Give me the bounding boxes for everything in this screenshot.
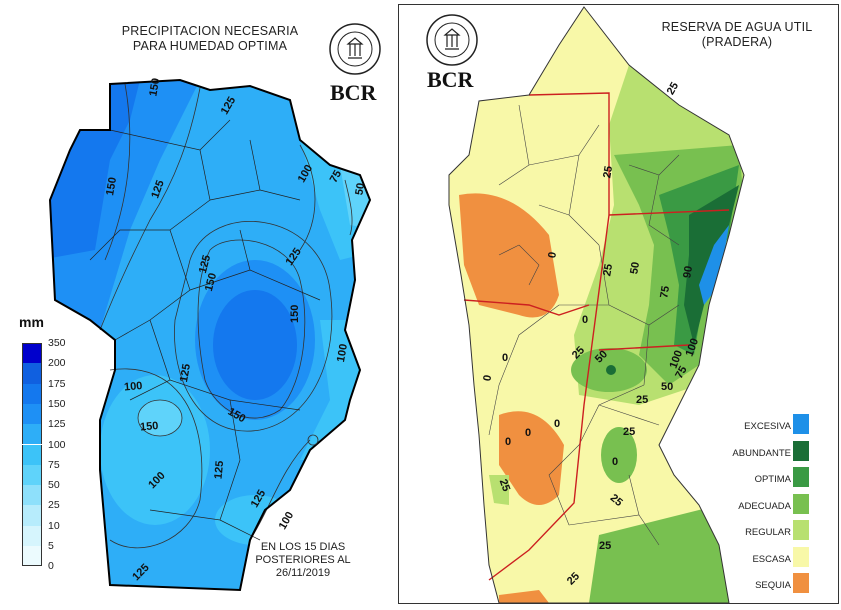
legend-swatch	[22, 525, 42, 546]
right-isoline-label: 0	[481, 374, 494, 382]
legend-tick-label: 5	[48, 540, 54, 552]
note-line1: EN LOS 15 DIAS	[260, 541, 346, 553]
legend-tick-label: 0	[48, 560, 54, 573]
legend-category-label: ABUNDANTE	[732, 447, 791, 459]
legend-tick-label: 200	[48, 357, 66, 370]
left-isoline-label: 150	[104, 176, 119, 196]
right-isoline-label: 0	[546, 251, 559, 259]
legend-category-label: ESCASA	[752, 553, 791, 565]
left-title-line2: PARA HUMEDAD OPTIMA	[132, 39, 288, 53]
left-map-title: PRECIPITACION NECESARIA PARA HUMEDAD OPT…	[80, 24, 340, 54]
forecast-note: EN LOS 15 DIAS POSTERIORES AL 26/11/2019	[238, 541, 368, 580]
bcr-seal-icon	[426, 14, 478, 66]
legend-swatch	[22, 505, 42, 526]
right-isoline-label: 75	[658, 285, 672, 299]
legend-swatch	[22, 546, 42, 567]
right-isoline-label: 25	[636, 394, 648, 406]
legend-category-swatch	[793, 440, 809, 461]
legend-category-swatch	[793, 546, 809, 567]
legend-tick-label: 350	[48, 337, 66, 349]
legend-category-label: EXCESIVA	[744, 421, 791, 432]
right-isoline-label: 0	[554, 418, 560, 430]
legend-category-swatch	[793, 573, 809, 593]
left-isoline-label: 125	[178, 363, 193, 383]
right-bcr-logo: BCR	[427, 67, 474, 92]
right-isoline-label: 100	[668, 349, 686, 370]
left-isoline-label: 150	[147, 77, 162, 97]
legend-category-label: OPTIMA	[754, 474, 791, 485]
right-title-line2: (PRADERA)	[701, 35, 773, 49]
right-isoline-label: 100	[684, 337, 702, 358]
legend-swatch	[22, 424, 42, 445]
note-line3: 26/11/2019	[275, 567, 331, 579]
legend-tick-label: 10	[48, 519, 60, 532]
legend-swatch	[22, 444, 42, 465]
legend-tick-label: 150	[48, 397, 66, 410]
left-title-line1: PRECIPITACION NECESARIA	[121, 24, 299, 38]
legend-category-swatch	[793, 414, 809, 434]
legend-tick-label: 125	[48, 418, 66, 431]
legend-swatch	[22, 363, 42, 384]
legend-category-label: REGULAR	[745, 527, 791, 538]
legend-category-label: ADECUADA	[738, 500, 791, 512]
legend-tick-label: 100	[48, 438, 66, 451]
legend-swatch	[22, 383, 42, 404]
right-title-line1: RESERVA DE AGUA UTIL	[661, 20, 813, 34]
left-isoline-label: 100	[335, 343, 350, 363]
right-isoline-label: 25	[601, 263, 615, 277]
right-isoline-label: 25	[601, 165, 615, 179]
left-isoline-label: 150	[289, 305, 301, 323]
right-isoline-label: 0	[505, 436, 511, 448]
left-isoline-label: 100	[124, 380, 143, 394]
right-isoline-label: 50	[661, 381, 673, 393]
legend-tick-label: 75	[48, 458, 60, 471]
legend-swatch	[22, 403, 42, 425]
note-line2: POSTERIORES AL	[255, 554, 351, 566]
right-isoline-label: 25	[599, 540, 611, 552]
legend-tick-label: 175	[48, 377, 66, 390]
left-isoline-label: 150	[203, 272, 219, 293]
legend-category-swatch	[793, 493, 809, 514]
right-isoline-label: 25	[497, 478, 512, 494]
legend-tick-label: 50	[48, 479, 60, 492]
precipitation-map-panel: PRECIPITACION NECESARIA PARA HUMEDAD OPT…	[0, 0, 395, 610]
right-map-title: RESERVA DE AGUA UTIL (PRADERA)	[647, 20, 827, 50]
left-isoline-label: 75	[328, 168, 345, 185]
right-isoline-label: 0	[612, 456, 618, 468]
left-isoline-label: 50	[353, 182, 367, 196]
right-isoline-label: 0	[525, 427, 531, 439]
legend-category-label: SEQUIA	[755, 580, 791, 591]
left-isoline-label: 125	[197, 254, 213, 275]
left-bcr-logo: BCR	[330, 80, 377, 105]
right-isoline-label: 25	[665, 80, 682, 97]
right-isoline-label: 0	[582, 314, 588, 326]
bcr-seal-icon	[329, 23, 381, 75]
legend-swatch	[22, 464, 42, 486]
right-isoline-label: 75	[673, 364, 690, 381]
legend-tick-label: 25	[48, 499, 60, 512]
legend-swatch	[22, 485, 42, 506]
right-isoline-label: 50	[628, 261, 642, 275]
right-isoline-label: 25	[623, 426, 635, 438]
left-isoline-label: 125	[213, 460, 227, 479]
legend-unit-label: mm	[19, 314, 44, 330]
left-isoline-label: 150	[140, 420, 159, 434]
legend-category-swatch	[793, 520, 809, 540]
right-province-map: 25 25 50 75 90 0 25 0 0 50 25 50 75 0 25…	[448, 6, 745, 604]
right-isoline-label: 0	[502, 352, 508, 364]
right-isoline-label: 90	[681, 265, 695, 279]
legend-swatch	[22, 343, 42, 364]
legend-category-swatch	[793, 467, 809, 487]
left-isoline-label: 100	[277, 510, 297, 532]
left-isoline-label: 125	[149, 179, 167, 200]
water-reserve-map-panel: BCR RESERVA DE AGUA UTIL (PRADERA)	[398, 4, 839, 604]
left-province-map: 150 125 150 125 100 75 50 125 150 125 15…	[48, 77, 372, 592]
